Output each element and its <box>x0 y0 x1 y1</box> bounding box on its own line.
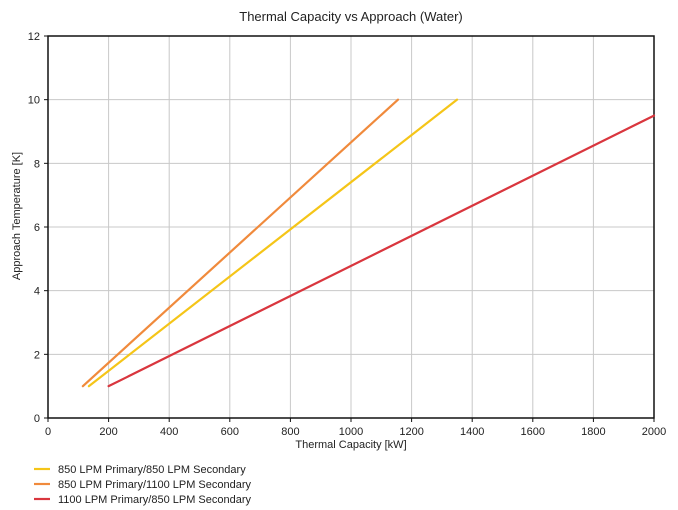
y-tick-label: 4 <box>34 286 40 298</box>
x-tick-label: 400 <box>160 426 178 438</box>
x-tick-label: 800 <box>281 426 299 438</box>
series-line-1 <box>87 98 459 388</box>
y-tick-label: 8 <box>34 158 40 170</box>
series-line-3 <box>107 114 656 388</box>
y-tick-label: 10 <box>28 95 40 107</box>
x-tick-label: 1200 <box>399 426 423 438</box>
y-axis-label: Approach Temperature [K] <box>11 152 23 280</box>
x-axis-label: Thermal Capacity [kW] <box>295 439 406 451</box>
x-tick-label: 600 <box>221 426 239 438</box>
x-tick-label: 0 <box>45 426 51 438</box>
series-line-2 <box>81 98 400 388</box>
chart-title: Thermal Capacity vs Approach (Water) <box>239 9 462 24</box>
legend: 850 LPM Primary/850 LPM Secondary 850 LPM… <box>34 464 251 506</box>
series-layer <box>81 98 656 388</box>
x-tick-label: 1600 <box>521 426 545 438</box>
y-tick-label: 2 <box>34 349 40 361</box>
y-tick-label: 6 <box>34 222 40 234</box>
y-tick-label: 12 <box>28 31 40 43</box>
x-tick-label: 200 <box>99 426 117 438</box>
legend-label-3: 1100 LPM Primary/850 LPM Secondary <box>58 494 251 506</box>
x-tick-label: 1000 <box>339 426 363 438</box>
legend-label-1: 850 LPM Primary/850 LPM Secondary <box>58 464 246 476</box>
x-tick-label: 2000 <box>642 426 666 438</box>
legend-label-2: 850 LPM Primary/1100 LPM Secondary <box>58 479 251 491</box>
y-tick-label: 0 <box>34 413 40 425</box>
tick-layer: 0 200 400 600 800 1000 1200 1400 1600 1800 2000 0 2 4… <box>28 31 666 438</box>
x-tick-label: 1400 <box>460 426 484 438</box>
x-tick-label: 1800 <box>581 426 605 438</box>
grid-layer <box>48 36 654 418</box>
